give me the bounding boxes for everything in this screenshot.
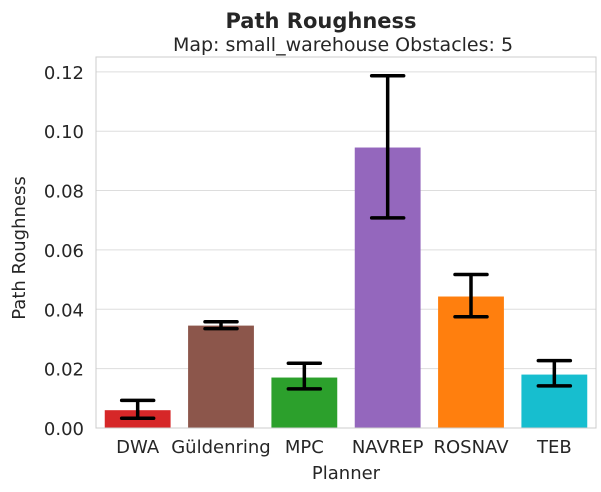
y-tick-label: 0.00 (44, 419, 84, 440)
y-tick-label: 0.04 (44, 300, 84, 321)
y-tick-label: 0.06 (44, 241, 84, 262)
y-tick-label: 0.08 (44, 182, 84, 203)
bar-güldenring (188, 325, 254, 428)
y-tick-label: 0.02 (44, 360, 84, 381)
x-tick-label: ROSNAV (433, 437, 509, 458)
x-tick-label: TEB (536, 437, 572, 458)
y-tick-labels: 0.00 0.02 0.04 0.06 0.08 0.10 0.12 (44, 63, 84, 440)
y-tick-label: 0.12 (44, 63, 84, 84)
x-tick-label: NAVREP (352, 437, 424, 458)
bars (104, 147, 588, 429)
error-bars (119, 73, 573, 420)
plot-frame (95, 56, 597, 429)
x-tick-label: MPC (285, 437, 324, 458)
gridlines (96, 71, 596, 429)
x-tick-labels: DWA Güldenring MPC NAVREP ROSNAV TEB (116, 437, 572, 458)
chart-title: Path Roughness (225, 9, 416, 33)
x-tick-label: Güldenring (171, 437, 271, 458)
y-tick-label: 0.10 (44, 122, 84, 143)
chart-subtitle: Map: small_warehouse Obstacles: 5 (173, 34, 513, 56)
x-tick-label: DWA (116, 437, 160, 458)
y-axis-label: Path Roughness (9, 176, 30, 319)
x-axis-label: Planner (312, 463, 381, 484)
